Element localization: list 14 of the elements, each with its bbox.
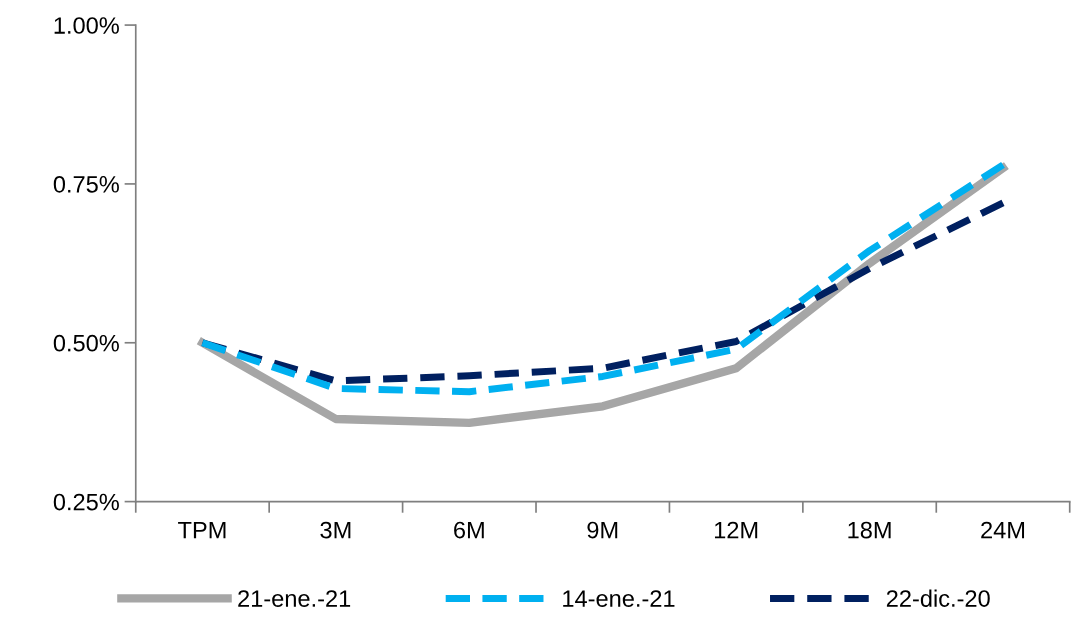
y-tick-label: 0.25% (53, 493, 119, 511)
x-tick-label: 9M (587, 521, 618, 539)
legend-label: 21-ene.-21 (238, 590, 351, 607)
y-tick-label: 1.00% (54, 17, 119, 34)
x-tick-label: 3M (320, 521, 351, 539)
legend-label: 14-ene.-21 (563, 590, 675, 607)
x-tick-label: TPM (178, 521, 226, 539)
x-tick-label: 18M (848, 521, 891, 539)
y-tick-label: 0.50% (53, 334, 119, 352)
x-tick-label: 12M (714, 521, 758, 539)
x-tick-label: 24M (981, 521, 1025, 539)
x-tick-label: 6M (454, 521, 484, 539)
legend-label: 22-dic.-20 (886, 589, 990, 607)
y-tick-label: 0.75% (53, 175, 119, 193)
